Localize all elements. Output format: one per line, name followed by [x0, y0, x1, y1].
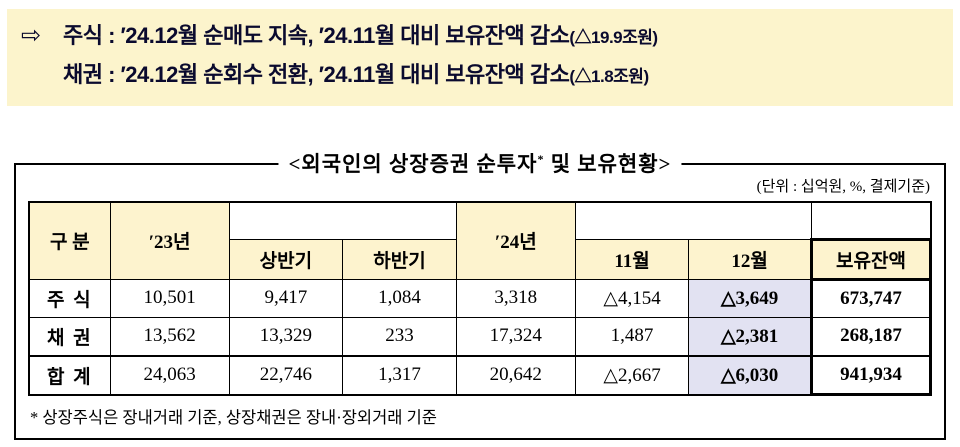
table-title-asterisk: *: [537, 152, 545, 166]
table-cell: 268,187: [809, 316, 933, 356]
right-arrow-icon: ⇨: [21, 22, 41, 49]
header-balance: 보유잔액: [809, 237, 933, 281]
holdings-table: 구 분 ′23년 ′24년 상반기 하반기 11월 12월 보유잔액 주: [28, 201, 933, 396]
header-empty-balance: [810, 201, 932, 240]
summary-highlight-box: ⇨ 주식 : ′24.12월 순매도 지속, ′24.11월 대비 보유잔액 감소…: [7, 9, 953, 106]
summary-line-bonds: 채권 : ′24.12월 순회수 전환, ′24.11월 대비 보유잔액 감소(…: [21, 56, 939, 95]
header-first-half: 상반기: [228, 238, 344, 280]
table-cell: △4,154: [574, 278, 690, 318]
table-cell: 3,318: [455, 278, 576, 318]
table-row-bonds: 채 권 13,562 13,329 233 17,324 1,487 △2,38…: [28, 316, 933, 356]
summary-bonds-paren: (△1.8조원): [569, 67, 649, 86]
table-frame: <외국인의 상장증권 순투자* 및 보유현황> (단위 : 십억원, %, 결제…: [14, 148, 946, 440]
summary-line-stocks: ⇨ 주식 : ′24.12월 순매도 지속, ′24.11월 대비 보유잔액 감소…: [21, 17, 939, 56]
unit-note: (단위 : 십억원, %, 결제기준): [756, 179, 930, 195]
table-title-text-2: 및 보유현황>: [544, 152, 672, 176]
table-cell: 24,063: [109, 354, 230, 395]
header-december: 12월: [688, 238, 812, 280]
table-cell: 1,317: [342, 354, 457, 395]
table-cell: 1,084: [342, 278, 457, 318]
table-cell: 22,746: [228, 354, 344, 395]
header-year-24: ′24년: [455, 201, 576, 280]
header-row-1: 구 분 ′23년 ′24년: [28, 201, 932, 280]
table-row-stocks: 주 식 10,501 9,417 1,084 3,318 △4,154 △3,6…: [28, 278, 933, 318]
summary-stocks-label: 주식: [63, 23, 103, 48]
summary-bonds-label: 채권: [63, 62, 103, 87]
row-label: 주 식: [28, 278, 111, 318]
table-cell: 10,501: [109, 278, 230, 318]
table-cell: 13,562: [109, 316, 230, 356]
header-year-23: ′23년: [109, 201, 230, 280]
table-cell: 941,934: [809, 354, 933, 396]
header-row-2: 상반기 하반기 11월 12월 보유잔액: [29, 237, 933, 281]
row-label: 채 권: [28, 316, 111, 356]
row-label: 합 계: [28, 354, 111, 395]
table-cell: 17,324: [455, 316, 576, 356]
table-cell: 13,329: [228, 316, 344, 356]
table-cell: 233: [342, 316, 457, 356]
summary-stocks-text: : ′24.12월 순매도 지속, ′24.11월 대비 보유잔액 감소: [102, 23, 570, 48]
header-gubun: 구 분: [28, 201, 111, 280]
table-cell: 673,747: [809, 278, 933, 318]
table-cell: △2,381: [688, 316, 812, 356]
table-cell: △3,649: [688, 278, 812, 318]
table-cell: △6,030: [688, 354, 812, 395]
press-release-page: ⇨ 주식 : ′24.12월 순매도 지속, ′24.11월 대비 보유잔액 감소…: [0, 9, 960, 440]
table-cell: 20,642: [455, 354, 576, 395]
summary-bonds-text: : ′24.12월 순회수 전환, ′24.11월 대비 보유잔액 감소: [102, 62, 570, 87]
summary-stocks-paren: (△19.9조원): [569, 28, 658, 47]
table-title-text: <외국인의 상장증권 순투자: [288, 152, 538, 176]
header-november: 11월: [574, 238, 690, 280]
header-empty-24-sub: [574, 201, 812, 240]
table-footnote: * 상장주식은 장내거래 기준, 상장채권은 장내·장외거래 기준: [30, 408, 437, 427]
table-cell: △2,667: [574, 354, 690, 395]
table-row-total: 합 계 24,063 22,746 1,317 20,642 △2,667 △6…: [28, 354, 933, 396]
table-cell: 1,487: [574, 316, 690, 356]
header-second-half: 하반기: [342, 238, 457, 280]
table-cell: 9,417: [228, 278, 344, 318]
header-empty-23-sub: [228, 201, 457, 240]
table-title: <외국인의 상장증권 순투자* 및 보유현황>: [278, 148, 682, 178]
